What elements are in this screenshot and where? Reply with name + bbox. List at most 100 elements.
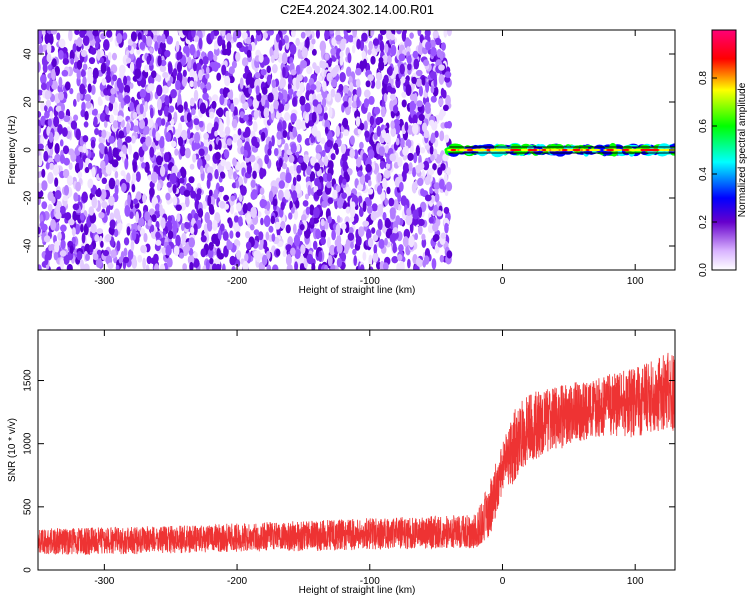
heatmap-cell bbox=[198, 37, 203, 50]
heatmap-cell bbox=[159, 65, 167, 73]
heatmap-cell bbox=[147, 83, 155, 92]
heatmap-cell bbox=[111, 159, 119, 168]
heatmap-cell bbox=[407, 124, 413, 135]
heatmap-cell bbox=[71, 227, 76, 237]
heatmap-cell bbox=[79, 83, 86, 95]
heatmap-xtick-label: -300 bbox=[94, 276, 114, 287]
heatmap-cell bbox=[414, 232, 418, 241]
heatmap-cell bbox=[92, 67, 99, 79]
heatmap-cell bbox=[248, 154, 256, 163]
heatmap-cell bbox=[330, 264, 336, 270]
colorbar-tick-label: 0.2 bbox=[698, 215, 709, 229]
heatmap-cell bbox=[134, 68, 141, 79]
heatmap-cell bbox=[430, 95, 437, 103]
heatmap-cell bbox=[390, 127, 397, 138]
heatmap-cell bbox=[124, 136, 132, 143]
heatmap-cell bbox=[110, 87, 116, 95]
heatmap-cell bbox=[305, 206, 311, 215]
heatmap-cell bbox=[163, 152, 170, 163]
heatmap-cell bbox=[227, 241, 233, 251]
heatmap-cell bbox=[345, 186, 351, 194]
heatmap-cell bbox=[222, 231, 229, 241]
heatmap-cell bbox=[112, 120, 118, 129]
heatmap-cell bbox=[317, 182, 322, 191]
heatmap-cell bbox=[38, 226, 41, 235]
heatmap-cell bbox=[193, 118, 200, 126]
snr-ylabel: SNR (10 * v/v) bbox=[7, 418, 18, 482]
heatmap-cell bbox=[216, 248, 221, 258]
heatmap-cell bbox=[310, 135, 315, 144]
heatmap-cell bbox=[106, 30, 113, 38]
heatmap-cell bbox=[101, 201, 108, 209]
heatmap-cell bbox=[189, 261, 194, 270]
heatmap-cell bbox=[38, 30, 42, 39]
heatmap-cell bbox=[92, 108, 98, 116]
colorbar-gradient bbox=[711, 29, 737, 271]
heatmap-cell bbox=[365, 80, 371, 88]
heatmap-cell bbox=[439, 108, 446, 118]
heatmap-cell bbox=[214, 168, 219, 180]
heatmap-cell bbox=[171, 165, 178, 175]
heatmap-cell bbox=[40, 82, 47, 91]
heatmap-cell bbox=[235, 180, 240, 189]
heatmap-cell bbox=[324, 30, 330, 40]
colorbar-tick-label: 0.6 bbox=[698, 119, 709, 133]
heatmap-cell bbox=[289, 56, 294, 65]
heatmap-xtick-label: -200 bbox=[227, 276, 247, 287]
heatmap-cell bbox=[93, 116, 98, 127]
heatmap-cell bbox=[258, 243, 264, 251]
heatmap-cell bbox=[60, 258, 65, 270]
heatmap-cell bbox=[430, 85, 435, 94]
heatmap-cell bbox=[436, 210, 443, 217]
heatmap-cell bbox=[54, 190, 62, 200]
heatmap-cell bbox=[413, 152, 418, 164]
heatmap-cell bbox=[123, 256, 130, 264]
heatmap-cell bbox=[282, 129, 288, 139]
heatmap-cell bbox=[127, 249, 134, 261]
heatmap-cell bbox=[97, 98, 103, 106]
heatmap-cell bbox=[383, 74, 389, 85]
heatmap-cell bbox=[207, 50, 214, 62]
heatmap-cell bbox=[70, 151, 77, 163]
heatmap-cell bbox=[316, 130, 322, 143]
heatmap-cell bbox=[271, 63, 278, 74]
heatmap-cell bbox=[328, 106, 333, 119]
heatmap-cell bbox=[218, 185, 225, 193]
heatmap-cell bbox=[404, 121, 409, 132]
heatmap-cell bbox=[291, 190, 298, 202]
heatmap-cell bbox=[159, 165, 166, 177]
heatmap-cell bbox=[68, 162, 73, 171]
heatmap-cell bbox=[397, 254, 403, 262]
heatmap-cell bbox=[348, 227, 354, 235]
heatmap-cell bbox=[318, 250, 323, 263]
heatmap-cell bbox=[214, 130, 218, 137]
heatmap-cell bbox=[359, 39, 365, 51]
heatmap-cell bbox=[133, 151, 139, 161]
heatmap-cell bbox=[379, 160, 385, 170]
heatmap-cell bbox=[290, 247, 296, 257]
heatmap-cell bbox=[245, 241, 252, 250]
heatmap-cell bbox=[339, 71, 346, 83]
heatmap-cell bbox=[220, 30, 226, 37]
heatmap-cell bbox=[271, 233, 276, 242]
heatmap-cell bbox=[295, 119, 303, 130]
heatmap-cell bbox=[292, 126, 297, 138]
heatmap-cell bbox=[376, 125, 382, 137]
heatmap-cell bbox=[59, 139, 64, 147]
heatmap-cell bbox=[281, 120, 287, 131]
heatmap-cell bbox=[206, 219, 213, 232]
heatmap-cell bbox=[244, 253, 249, 262]
heatmap-cell bbox=[432, 163, 437, 171]
heatmap-cell bbox=[282, 250, 287, 258]
heatmap-cell bbox=[251, 189, 258, 200]
heatmap-cell bbox=[330, 47, 337, 56]
heatmap-cell bbox=[324, 264, 328, 270]
heatmap-cell bbox=[294, 261, 299, 270]
heatmap-cell bbox=[399, 181, 404, 192]
heatmap-cell bbox=[53, 115, 60, 128]
heatmap-cell bbox=[427, 168, 435, 176]
heatmap-cell bbox=[253, 229, 260, 236]
heatmap-cell bbox=[146, 35, 153, 47]
heatmap-cell bbox=[153, 263, 160, 270]
